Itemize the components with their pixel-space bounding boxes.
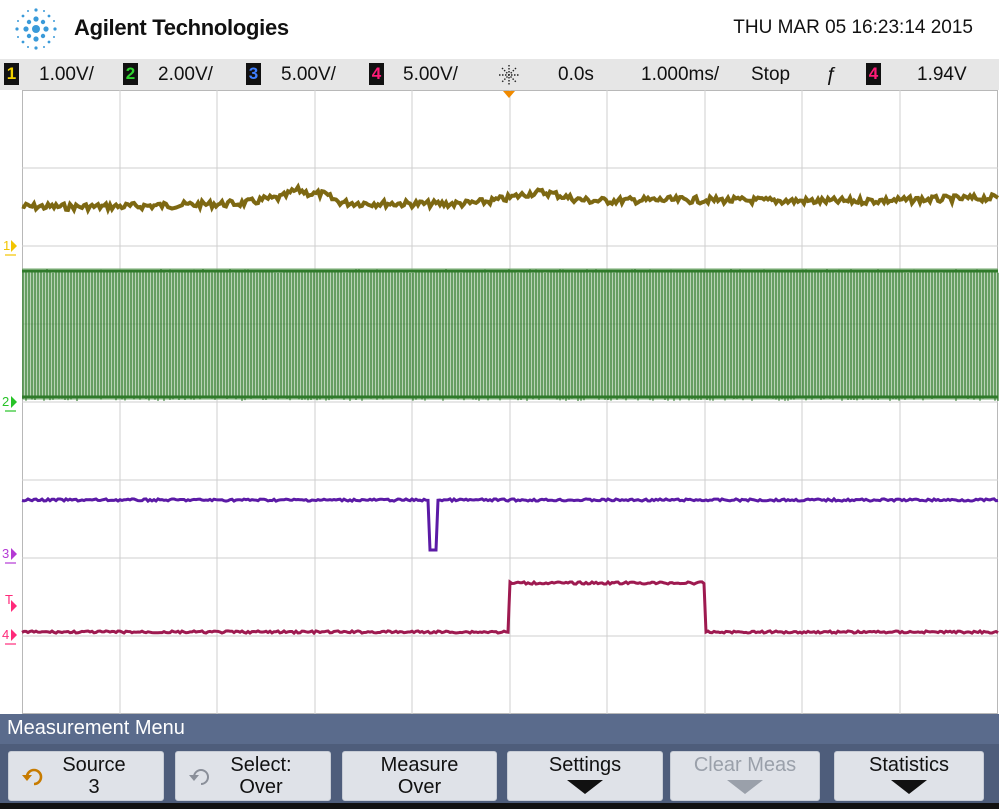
status-bar: 1 1.00V/ 2 2.00V/ 3 5.00V/ 4 5.00V/ 0.0s… [0,59,999,90]
source-value: 3 [88,776,100,798]
svg-text:4: 4 [2,627,9,642]
measure-label: Measure [380,754,459,776]
brand-name: Agilent Technologies [74,15,289,40]
svg-text:2: 2 [2,394,9,409]
channel-3-badge[interactable]: 3 [246,63,261,85]
bottom-edge [0,803,999,809]
channel-1-trace [21,182,999,216]
source-softkey[interactable]: Source 3 [8,751,164,801]
trigger-position-marker [503,91,515,98]
statistics-softkey[interactable]: Statistics [834,751,984,801]
source-label: Source [62,754,126,776]
submenu-arrow-icon [567,780,603,794]
submenu-arrow-icon [891,780,927,794]
channel-3-scale: 5.00V/ [281,64,336,85]
date-time: THU MAR 05 16:23:14 2015 [733,17,973,38]
trigger-channel-badge[interactable]: 4 [866,63,881,85]
menu-title: Measurement Menu [7,717,185,739]
agilent-logo-icon [15,8,57,50]
statistics-label: Statistics [868,754,950,776]
settings-softkey[interactable]: Settings [507,751,663,801]
measurement-menu-bar: Measurement Menu [0,714,999,744]
softkey-bar: Source 3 Select: Over Measure Over Setti… [0,744,999,803]
trigger-level: 1.94V [917,64,967,85]
channel-1-badge[interactable]: 1 [4,63,19,85]
waveform-display: 1 2 3 T 4 [0,90,999,714]
horizontal-delay: 0.0s [558,64,594,85]
run-state: Stop [751,64,791,85]
settings-label: Settings [548,754,622,776]
channel-2-trace [22,268,999,401]
trigger-edge-icon: ƒ [826,64,838,86]
measure-value: Over [397,776,442,798]
channel-2-badge[interactable]: 2 [123,63,138,85]
select-label: Select: [230,754,292,776]
select-value: Over [239,776,283,798]
acquisition-icon [499,65,519,85]
submenu-arrow-icon [727,780,763,794]
svg-text:3: 3 [2,546,9,561]
graticule-grid [22,90,998,714]
select-softkey[interactable]: Select: Over [175,751,331,801]
svg-text:T: T [5,592,13,607]
channel-4-scale: 5.00V/ [403,64,458,85]
channel-4-ground-marker: 4 [2,627,17,645]
channel-3-ground-marker: 3 [2,546,17,564]
rotate-knob-icon [22,768,43,786]
channel-2-scale: 2.00V/ [158,64,213,85]
svg-text:1: 1 [3,238,10,253]
channel-1-ground-marker: 1 [3,238,17,256]
channel-4-badge[interactable]: 4 [369,63,384,85]
channel-4-trace [21,579,999,636]
header-bar: Agilent Technologies THU MAR 05 16:23:14… [0,0,999,59]
trigger-level-marker: T [5,592,17,612]
measure-softkey[interactable]: Measure Over [342,751,497,801]
rotate-knob-icon [189,769,209,785]
channel-2-ground-marker: 2 [2,394,17,412]
clear-meas-label: Clear Meas [693,754,797,776]
channel-1-scale: 1.00V/ [39,64,94,85]
timebase-scale: 1.000ms/ [641,64,720,85]
channel-3-trace [21,496,999,552]
clear-meas-softkey[interactable]: Clear Meas [670,751,820,801]
